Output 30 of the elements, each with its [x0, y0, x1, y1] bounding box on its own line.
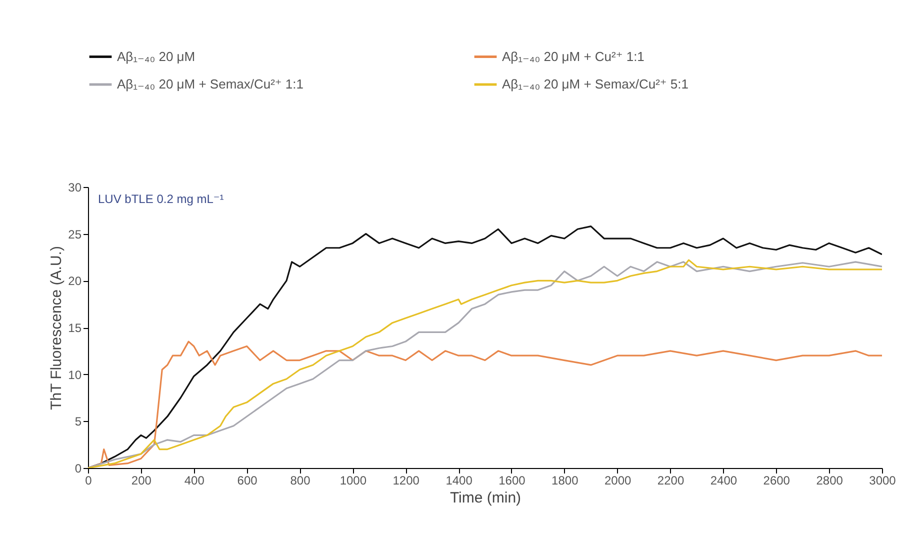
x-tick-label: 200 — [131, 474, 152, 488]
x-tick-label: 2600 — [763, 474, 790, 488]
x-tick-label: 2200 — [657, 474, 684, 488]
legend-label: Aβ₁₋₄₀ 20 μM + Semax/Cu²⁺ 1:1 — [117, 76, 304, 92]
x-tick-label: 3000 — [869, 474, 896, 488]
x-tick-label: 2800 — [816, 474, 844, 488]
y-tick-label: 10 — [68, 368, 82, 382]
legend-label: Aβ₁₋₄₀ 20 μM + Semax/Cu²⁺ 5:1 — [502, 76, 688, 92]
x-tick-label: 1200 — [392, 474, 420, 488]
x-tick-label: 1800 — [552, 474, 579, 488]
x-axis-title: Time (min) — [450, 490, 522, 506]
legend-label: Aβ₁₋₄₀ 20 μM — [117, 48, 196, 64]
x-tick-label: 2400 — [710, 474, 738, 488]
x-tick-label: 1400 — [446, 474, 473, 488]
y-tick-label: 15 — [68, 321, 82, 335]
x-tick-label: 2000 — [604, 474, 632, 488]
y-axis-title: ThT Fluorescence (A.U.) — [48, 246, 66, 410]
y-tick-label: 5 — [74, 414, 82, 429]
y-tick-label: 25 — [68, 227, 82, 242]
x-tick-label: 600 — [237, 474, 258, 488]
legend-label: Aβ₁₋₄₀ 20 μM + Cu²⁺ 1:1 — [502, 48, 644, 64]
y-tick-label: 0 — [74, 462, 82, 476]
x-tick-label: 800 — [290, 474, 311, 488]
x-tick-label: 1000 — [340, 474, 367, 488]
annotation: LUV bTLE 0.2 mg mL⁻¹ — [98, 192, 224, 206]
y-tick-label: 20 — [68, 274, 82, 288]
x-tick-label: 1600 — [498, 474, 526, 488]
y-tick-label: 30 — [68, 180, 82, 194]
x-tick-label: 0 — [85, 474, 92, 488]
x-tick-label: 400 — [184, 474, 205, 488]
